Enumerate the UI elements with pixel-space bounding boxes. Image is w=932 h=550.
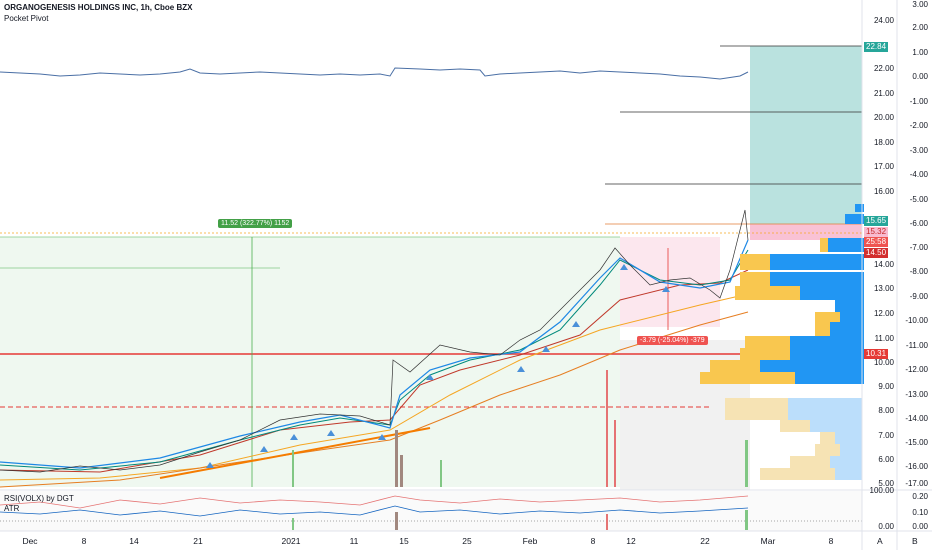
ma-blue [0,239,749,469]
atr-tick: 0.10 [912,508,928,517]
volume-profile [700,204,864,480]
time-tick: 8 [81,536,87,546]
level-price-tag: 10.31 [864,349,889,359]
price-tick: 17.00 [873,162,894,171]
pocket-pivot-line [0,67,749,80]
osc-tick: -14.00 [905,414,928,423]
time-tick: 14 [129,536,139,546]
stop-price-tag: 14.50 [864,248,889,258]
ma-orange-long [0,293,749,481]
rsi-volume-bars [292,510,748,530]
symbol-title[interactable]: ORGANOGENESIS HOLDINGS INC, 1h, Cboe BZX [4,3,193,12]
stop-zone-right [750,224,862,240]
price-tick: 14.00 [873,260,894,269]
time-tick: 2021 [281,536,301,546]
orange-trendline [159,427,431,479]
osc-tick: 1.00 [912,48,928,57]
target-price-tag: 22.84 [864,42,889,52]
price-tick: 12.00 [873,309,894,318]
rsi-tick: 0.00 [878,522,894,531]
time-tick: Mar [760,536,776,546]
osc-tick: -12.00 [905,365,928,374]
atr-title[interactable]: ATR [4,504,20,513]
time-tick: 15 [399,536,409,546]
time-tick: 25 [462,536,472,546]
price-scale-mode-b[interactable]: B [912,536,918,546]
countdown-tag: 25:58 [864,237,889,247]
price-tick: 7.00 [878,431,894,440]
atr-tick: 0.20 [912,492,928,501]
time-tick: 12 [626,536,636,546]
price-tick: 6.00 [878,455,894,464]
time-tick: 11 [349,536,359,546]
volume-bars [292,370,748,487]
osc-tick: -7.00 [909,243,928,252]
osc-tick: -17.00 [905,479,928,488]
up-measure-label: 11.52 (322.77%) 1152 [218,219,293,228]
osc-tick: -5.00 [909,195,928,204]
osc-tick: -15.00 [905,438,928,447]
last-price-tag: 15.65 [864,216,889,226]
atr-tick: 0.00 [912,522,928,531]
time-tick: 8 [590,536,596,546]
stop-loss-zone [620,237,720,327]
rsi-panel-bg [0,491,862,531]
osc-tick: -13.00 [905,390,928,399]
price-path [0,209,749,473]
pocket-pivot-markers [206,264,670,468]
rsi-line-blue [0,505,749,517]
osc-tick: -4.00 [909,170,928,179]
price-scale-mode-a[interactable]: A [877,536,883,546]
time-tick: 21 [193,536,203,546]
osc-tick: -2.00 [909,121,928,130]
osc-tick: -11.00 [905,341,928,350]
osc-tick: -3.00 [909,146,928,155]
price-tick: 8.00 [878,406,894,415]
target-zone [750,46,862,224]
price-tick: 10.00 [873,358,894,367]
osc-tick: -16.00 [905,462,928,471]
price-tick: 13.00 [873,284,894,293]
price-tick: 16.00 [873,187,894,196]
price-tick: 21.00 [873,89,894,98]
osc-tick: -1.00 [909,97,928,106]
time-tick: 8 [828,536,834,546]
time-tick: Feb [522,536,538,546]
time-tick: Dec [22,536,38,546]
price-tick: 22.00 [873,64,894,73]
osc-tick: -8.00 [909,267,928,276]
osc-tick: -9.00 [909,292,928,301]
ma-red [0,269,749,473]
price-tick: 24.00 [873,16,894,25]
osc-tick: 0.00 [912,72,928,81]
down-measure-label: -3.79 (-25.04%) -379 [637,336,708,345]
price-tick: 5.00 [878,479,894,488]
osc-tick: 3.00 [912,0,928,9]
indicator-name[interactable]: Pocket Pivot [4,14,49,23]
price-tick: 18.00 [873,138,894,147]
rsi-tick: 100.00 [869,486,894,495]
osc-tick: -10.00 [905,316,928,325]
price-tick: 11.00 [874,334,894,343]
osc-tick: 2.00 [912,23,928,32]
price-tick: 20.00 [873,113,894,122]
rsi-line-red [0,495,749,509]
time-tick: 22 [700,536,710,546]
osc-tick: -6.00 [909,219,928,228]
rsi-title[interactable]: RSI(VOLX) by DGT [4,494,74,503]
price-tick: 9.00 [878,382,894,391]
mid-price-tag: 15.32 [864,227,889,237]
